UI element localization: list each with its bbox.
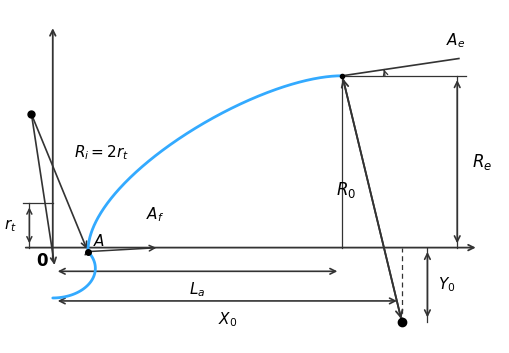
Text: $X_0$: $X_0$ <box>217 310 237 329</box>
Text: 0: 0 <box>36 252 47 270</box>
Text: $R_e$: $R_e$ <box>471 152 491 172</box>
Text: $R_0$: $R_0$ <box>336 180 356 200</box>
Text: $A$: $A$ <box>93 233 105 249</box>
Text: $R_i=2r_t$: $R_i=2r_t$ <box>74 143 129 162</box>
Text: $Y_0$: $Y_0$ <box>437 275 455 294</box>
Text: $r_t$: $r_t$ <box>4 217 17 234</box>
Text: $A_f$: $A_f$ <box>146 205 164 224</box>
Text: $L_a$: $L_a$ <box>189 280 205 299</box>
Text: $A_e$: $A_e$ <box>445 31 465 50</box>
